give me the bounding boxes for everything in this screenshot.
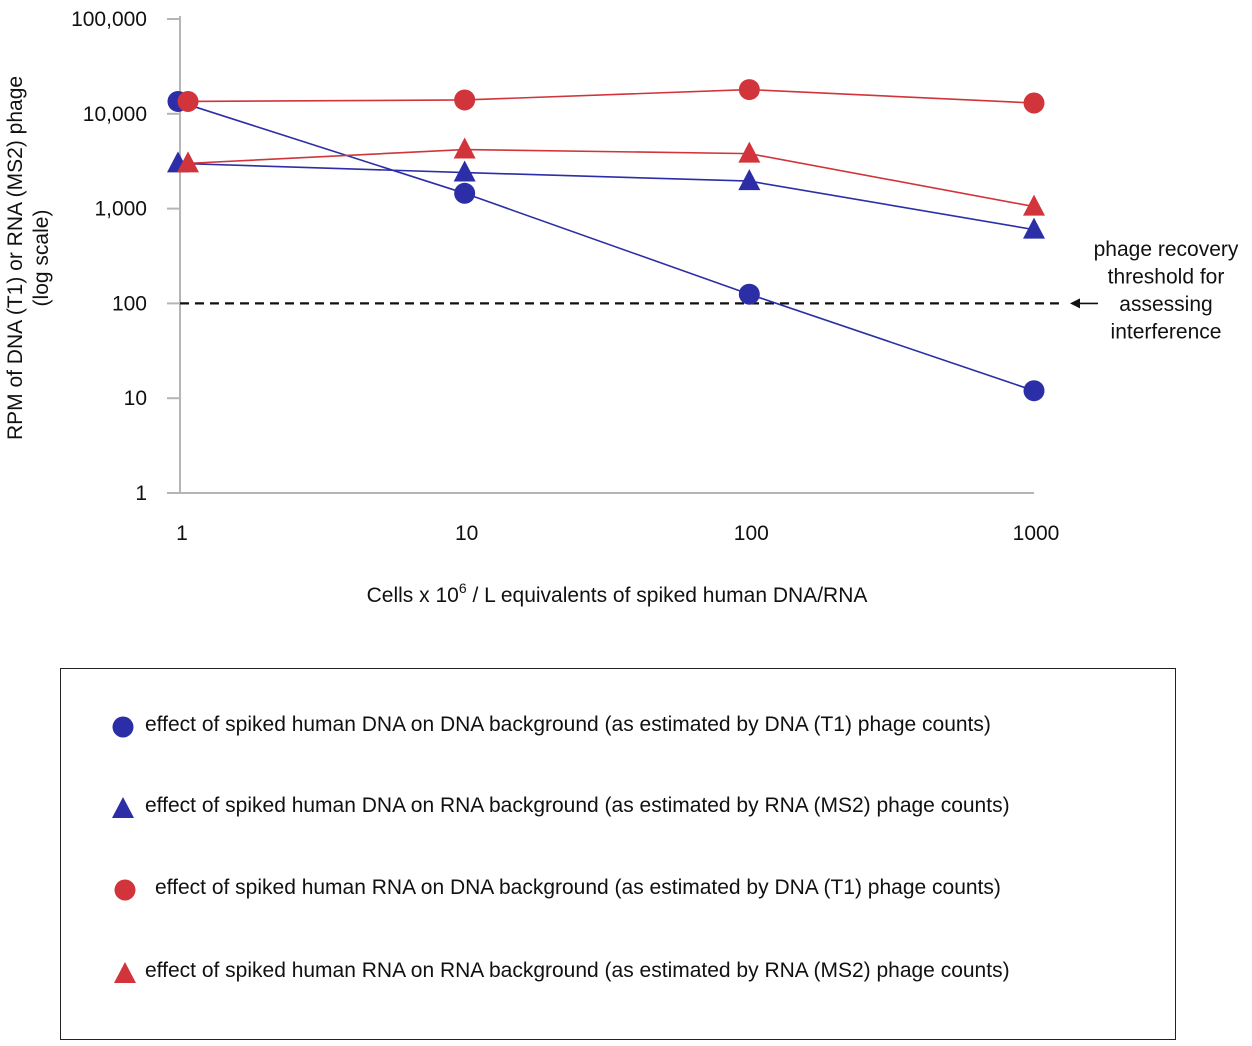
legend: effect of spiked human DNA on DNA backgr…: [60, 668, 1176, 1040]
legend-marker-red-circle: [114, 879, 136, 901]
legend-label-3: effect of spiked human RNA on DNA backgr…: [155, 876, 1001, 899]
data-point-circle: [177, 90, 199, 112]
y-tick-label: 10,000: [83, 103, 147, 126]
y-axis-title-line2: (log scale): [30, 210, 53, 307]
x-axis-title-rest: / L equivalents of spiked human DNA/RNA: [467, 584, 868, 607]
legend-label-1: effect of spiked human DNA on DNA backgr…: [145, 713, 991, 736]
data-point-triangle: [1023, 217, 1045, 239]
x-axis-title-main: Cells x 10: [367, 584, 459, 607]
data-point-circle: [738, 79, 760, 101]
data-point-circle: [1023, 380, 1045, 402]
y-tick-label: 1: [135, 482, 147, 505]
threshold-arrow-head: [1070, 298, 1080, 309]
x-axis-title-sup: 6: [459, 580, 467, 596]
data-point-circle: [1023, 92, 1045, 114]
threshold-label-line: threshold for: [1108, 266, 1225, 289]
x-axis-title: Cells x 106 / L equivalents of spiked hu…: [367, 580, 868, 607]
y-tick-labels: 1 10 100 1,000 10,000 100,000: [71, 8, 180, 505]
series-line-1: [177, 100, 1035, 392]
legend-item-2: effect of spiked human DNA on RNA backgr…: [61, 788, 1175, 828]
x-tick-label: 100: [734, 522, 769, 545]
y-axis-title-line1: RPM of DNA (T1) or RNA (MS2) phage: [4, 76, 27, 440]
y-tick-label: 100: [112, 292, 147, 315]
series-markers: [167, 79, 1045, 402]
data-point-triangle: [453, 137, 476, 159]
axes: [179, 16, 1034, 494]
data-point-triangle: [177, 151, 199, 173]
legend-item-1: effect of spiked human DNA on DNA backgr…: [61, 707, 1175, 747]
threshold-label-line: assessing: [1119, 293, 1212, 316]
y-tick-label: 1,000: [94, 198, 147, 221]
legend-marker-blue-triangle: [112, 797, 134, 818]
data-point-triangle: [453, 160, 476, 182]
series-line-4: [187, 148, 1035, 208]
legend-item-3: effect of spiked human RNA on DNA backgr…: [61, 870, 1175, 910]
data-point-circle: [454, 89, 476, 111]
threshold-label-line: interference: [1111, 321, 1222, 344]
x-tick-label: 10: [455, 522, 478, 545]
series-line-3: [187, 88, 1035, 104]
x-tick-label: 1: [176, 522, 188, 545]
threshold: phage recovery threshold for assessing inte…: [180, 238, 1239, 344]
data-point-triangle: [738, 169, 761, 191]
x-tick-labels: 1 10 100 1000: [176, 522, 1059, 545]
y-tick-label: 10: [124, 387, 147, 410]
legend-label-4: effect of spiked human RNA on RNA backgr…: [145, 959, 1010, 982]
y-tick-label: 100,000: [71, 8, 147, 31]
legend-label-2: effect of spiked human DNA on RNA backgr…: [145, 794, 1010, 817]
chart: 1 10 100 1,000 10,000 100,000 1 10 100 1000 phag…: [4, 8, 1239, 607]
x-tick-label: 1000: [1013, 522, 1060, 545]
legend-item-4: effect of spiked human RNA on RNA backgr…: [61, 953, 1175, 993]
series: [167, 79, 1045, 402]
series-line-2: [177, 162, 1035, 231]
legend-marker-blue-circle: [112, 716, 134, 738]
data-point-circle: [738, 283, 760, 305]
data-point-triangle: [738, 141, 761, 163]
legend-marker-red-triangle: [114, 962, 136, 983]
data-point-circle: [454, 182, 476, 204]
data-point-triangle: [1023, 194, 1045, 216]
threshold-label-line: phage recovery: [1094, 238, 1239, 261]
series-lines: [177, 88, 1035, 392]
